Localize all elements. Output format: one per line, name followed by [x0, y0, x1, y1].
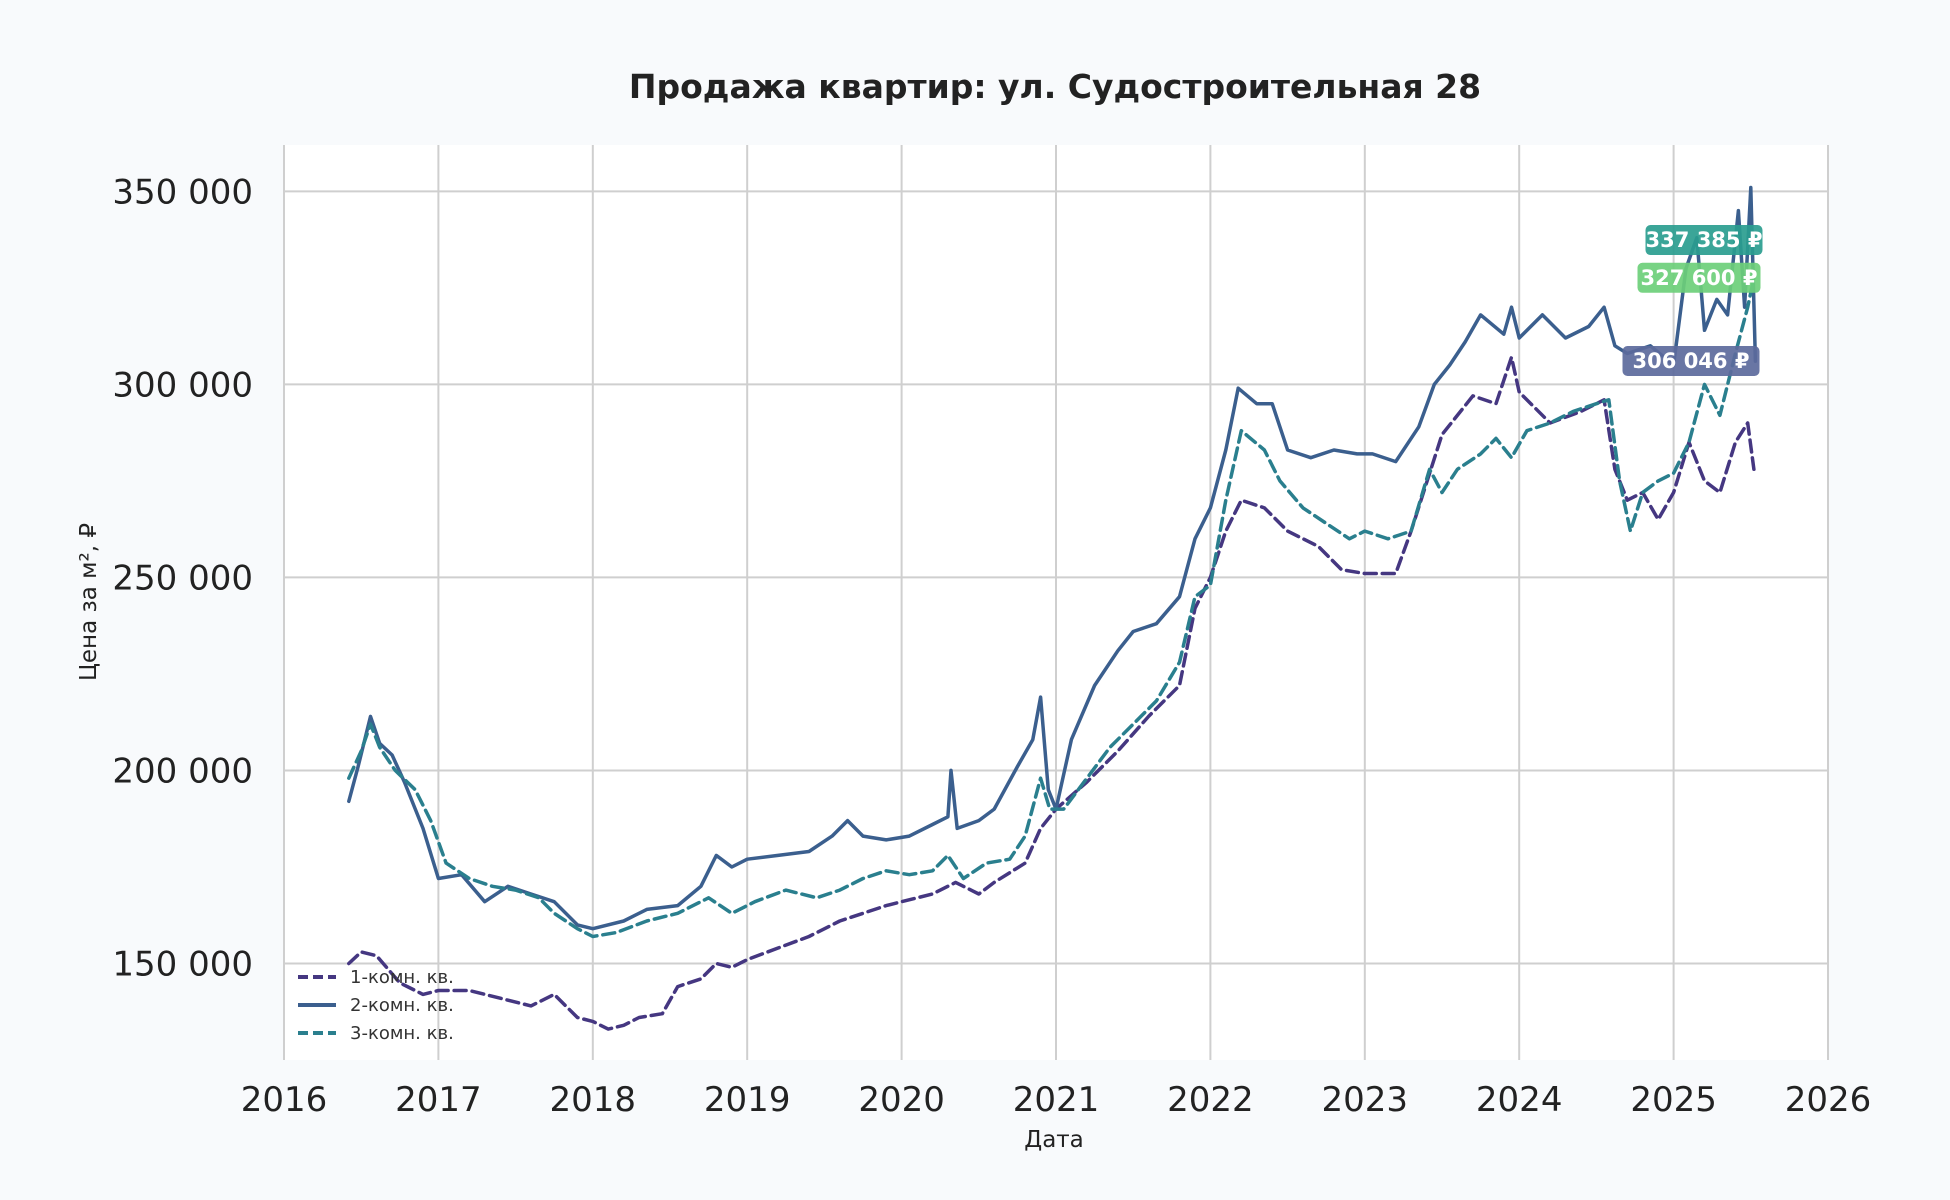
y-tick-label: 250 000: [112, 558, 253, 598]
value-badge-text: 306 046 ₽: [1633, 349, 1750, 373]
x-tick-label: 2018: [550, 1080, 637, 1120]
legend-item: 2-комн. кв.: [298, 995, 454, 1016]
x-tick-label: 2021: [1013, 1080, 1100, 1120]
x-axis-label: Дата: [1024, 1127, 1084, 1153]
legend-item: 1-комн. кв.: [298, 967, 454, 988]
series-line-1: [347, 355, 1756, 1031]
value-badge-box: [1637, 262, 1761, 293]
legend-label: 3-комн. кв.: [350, 1023, 454, 1044]
value-badge: 327 600 ₽: [1637, 262, 1761, 293]
y-tick-label: 350 000: [112, 172, 253, 212]
legend: 1-комн. кв. 2-комн. кв. 3-комн. кв.: [298, 967, 454, 1044]
value-badges: 337 385 ₽ 327 600 ₽ 306 046 ₽: [1622, 225, 1763, 377]
value-badge-text: 337 385 ₽: [1646, 228, 1763, 252]
value-badge-text: 327 600 ₽: [1641, 266, 1758, 290]
grid-lines: [283, 145, 1829, 1060]
chart-title: Продажа квартир: ул. Судостроительная 28: [629, 67, 1481, 106]
legend-label: 2-комн. кв.: [350, 995, 454, 1016]
x-tick-label: 2023: [1322, 1080, 1409, 1120]
x-tick-label: 2019: [704, 1080, 791, 1120]
y-tick-label: 150 000: [112, 944, 253, 984]
value-badge: 306 046 ₽: [1622, 346, 1760, 377]
x-tick-label: 2020: [858, 1080, 945, 1120]
x-tick-label: 2025: [1630, 1080, 1717, 1120]
y-axis-label: Цена за м², ₽: [76, 523, 102, 681]
y-tick-label: 300 000: [112, 365, 253, 405]
x-axis-ticks: 2016 2017 2018 2019 2020 2021 2022 2023 2024 2025…: [241, 1080, 1872, 1120]
x-tick-label: 2022: [1167, 1080, 1254, 1120]
value-badge-box: [1645, 225, 1763, 256]
value-badge-box: [1622, 346, 1760, 377]
y-axis-ticks: 150 000 200 000 250 000 300 000 350 000: [112, 172, 253, 984]
legend-item: 3-комн. кв.: [298, 1023, 454, 1044]
series-layer: [347, 185, 1758, 1031]
x-tick-label: 2016: [241, 1080, 328, 1120]
y-tick-label: 200 000: [112, 751, 253, 791]
series-line-2: [347, 185, 1758, 931]
x-tick-label: 2026: [1785, 1080, 1872, 1120]
legend-label: 1-комн. кв.: [350, 967, 454, 988]
value-badge: 337 385 ₽: [1645, 225, 1763, 256]
series-line-3: [347, 276, 1756, 939]
x-tick-label: 2024: [1476, 1080, 1563, 1120]
x-tick-label: 2017: [395, 1080, 482, 1120]
